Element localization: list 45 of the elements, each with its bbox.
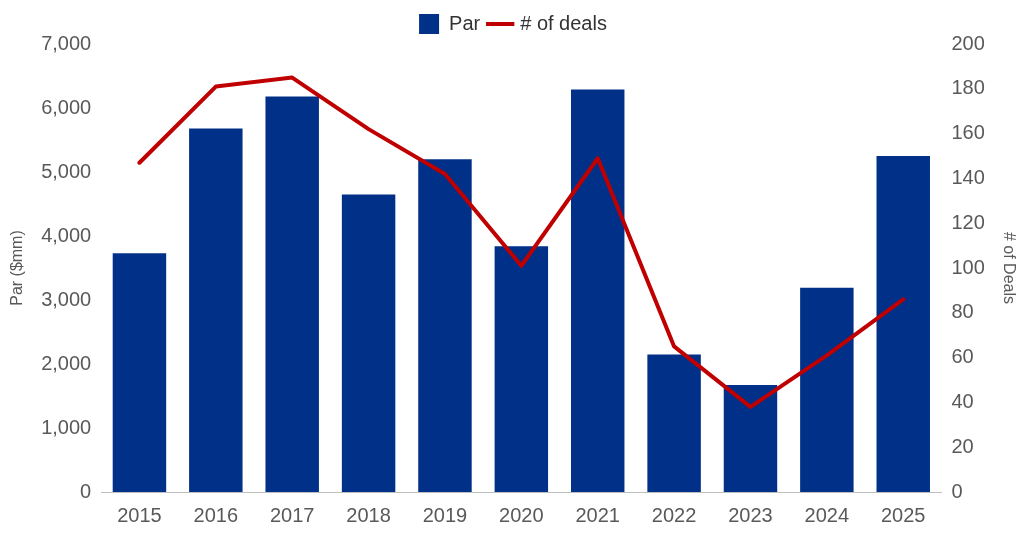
x-tick-label: 2017: [269, 503, 315, 526]
bar: [418, 159, 472, 492]
bar: [341, 194, 396, 492]
y-tick-label: 2,000: [41, 351, 92, 374]
x-tick-label: 2020: [499, 503, 544, 526]
bar: [800, 287, 854, 492]
y2-tick-label: 60: [951, 345, 974, 368]
y2-tick-label: 20: [951, 434, 974, 457]
bar: [265, 96, 319, 492]
x-tick-label: 2016: [193, 503, 239, 526]
x-tick-label: 2021: [575, 503, 620, 526]
x-tick-label: 2025: [880, 503, 926, 526]
bar: [494, 246, 549, 492]
y2-tick-label: 120: [951, 210, 985, 233]
x-tick-label: 2018: [346, 503, 391, 526]
legend-label: # of deals: [520, 11, 607, 34]
y-tick-label: 0: [80, 479, 92, 502]
y-tick-label: 7,000: [41, 31, 92, 54]
y2-axis-title: # of Deals: [1000, 231, 1018, 305]
y-tick-label: 5,000: [41, 159, 92, 182]
y2-tick-label: 0: [951, 479, 963, 502]
bar: [876, 156, 930, 492]
legend-label: Par: [449, 11, 481, 34]
y-tick-label: 1,000: [41, 415, 92, 438]
y2-tick-label: 100: [951, 255, 985, 278]
y-tick-label: 6,000: [41, 95, 92, 118]
y2-tick-label: 140: [951, 165, 985, 188]
y2-tick-label: 40: [951, 389, 974, 412]
bar: [189, 128, 243, 492]
y2-tick-label: 160: [951, 121, 985, 144]
bar: [647, 354, 701, 492]
x-tick-label: 2015: [117, 503, 162, 526]
x-tick-label: 2024: [804, 503, 850, 526]
y2-tick-label: 80: [951, 300, 974, 323]
x-tick-label: 2023: [728, 503, 773, 526]
bar: [112, 253, 167, 492]
y2-tick-label: 200: [951, 31, 985, 54]
x-tick-label: 2019: [422, 503, 468, 526]
y-axis-title: Par ($mm): [8, 230, 26, 306]
y2-tick-label: 180: [951, 76, 985, 99]
bar: [723, 385, 778, 492]
y-tick-label: 4,000: [41, 223, 92, 246]
x-tick-label: 2022: [651, 503, 697, 526]
y-tick-label: 3,000: [41, 287, 92, 310]
bar: [570, 89, 625, 492]
